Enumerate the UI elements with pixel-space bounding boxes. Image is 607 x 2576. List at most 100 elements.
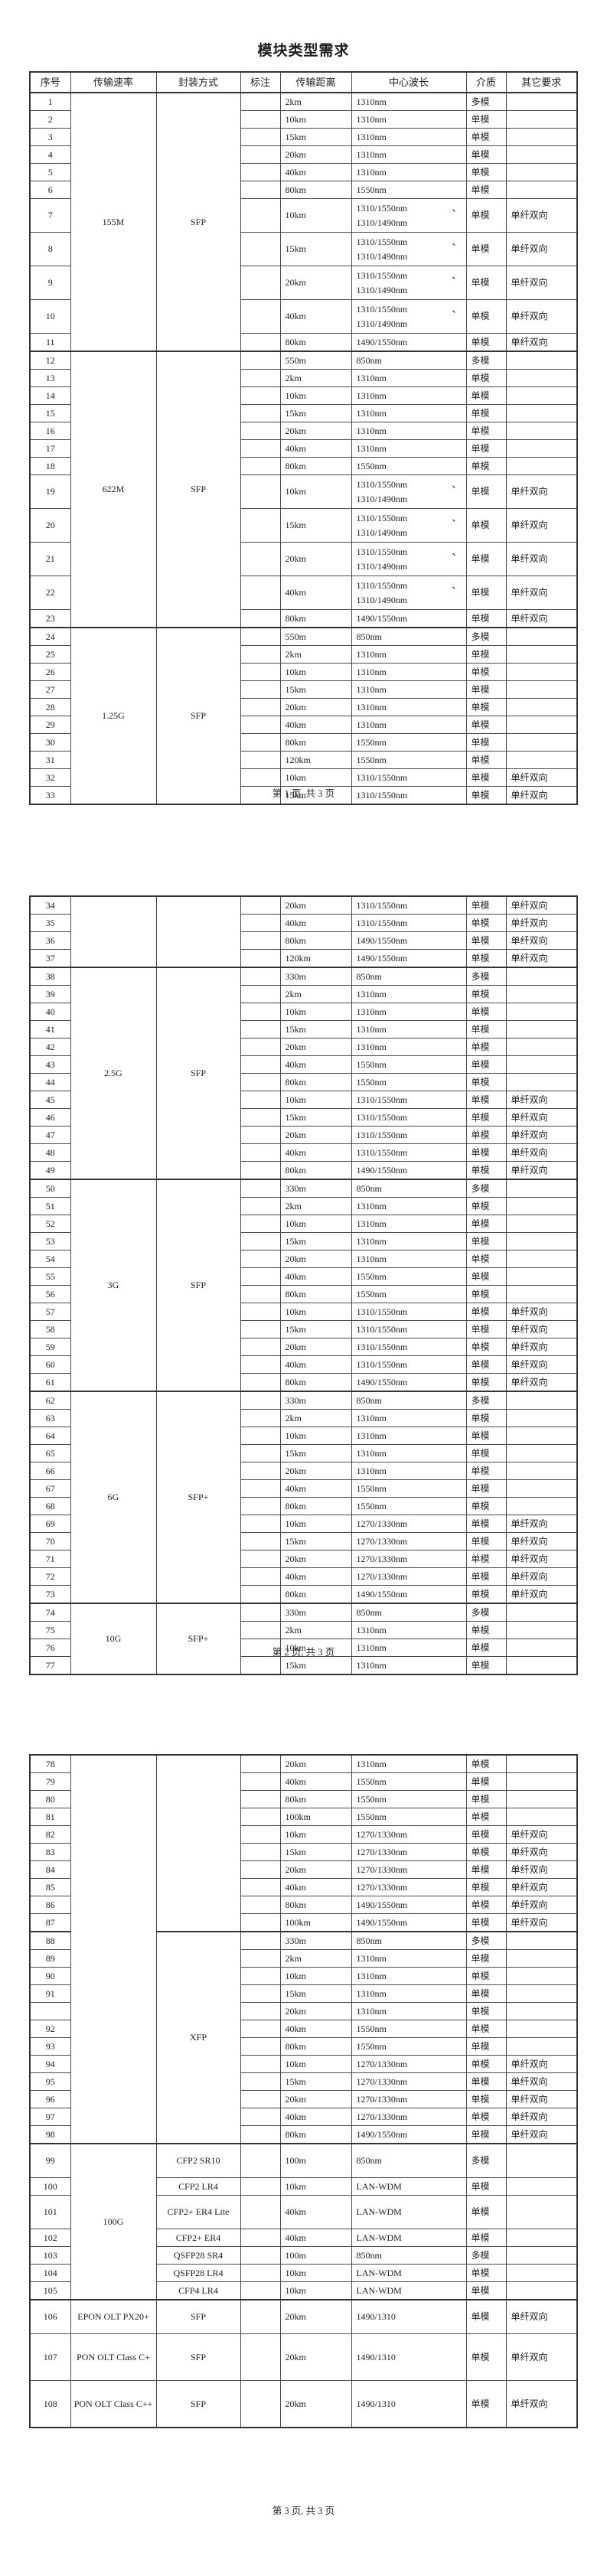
cell-wavelength: 1270/1330nm <box>351 2055 467 2073</box>
cell-distance: 20km <box>279 2299 352 2334</box>
wavelength-separator: 、 <box>452 202 462 214</box>
table-row: 76 10km 1310nm 单模 <box>29 1639 578 1657</box>
cell-note <box>240 1215 281 1233</box>
cell-note <box>240 1427 281 1445</box>
cell-distance: 550m <box>279 627 352 646</box>
cell-requirement: 单纤双向 <box>505 768 578 787</box>
cell-requirement <box>505 422 578 440</box>
table-row: 44 80km 1550nm 单模 <box>29 1073 578 1091</box>
cell-distance: 40km <box>279 1567 352 1586</box>
cell-wavelength: 1310/1550nm、 1310/1490nm <box>351 266 467 300</box>
cell-index: 38 <box>29 967 71 986</box>
cell-index: 4 <box>29 145 71 164</box>
column-header: 传输速率 <box>70 71 157 93</box>
table-row: 74 10G SFP+ 330m 850nm 多模 <box>29 1603 578 1675</box>
table-row: 3 15km 1310nm 单模 <box>29 128 578 146</box>
wavelength-two-line: 1310/1550nm、 1310/1490nm <box>356 303 462 329</box>
cell-wavelength: 1310/1550nm <box>351 914 467 932</box>
cell-wavelength: 1310/1550nm、 1310/1490nm <box>351 542 467 576</box>
cell-distance: 10km <box>279 1003 352 1021</box>
cell-medium: 单模 <box>465 128 507 146</box>
cell-requirement: 单纤双向 <box>505 2333 578 2381</box>
cell-requirement: 单纤双向 <box>505 1825 578 1844</box>
cell-medium: 单模 <box>465 198 507 233</box>
cell-wavelength: 1310nm <box>351 680 467 699</box>
cell-medium: 单模 <box>465 645 507 664</box>
cell-distance: 20km <box>279 2002 352 2020</box>
cell-requirement: 单纤双向 <box>505 1126 578 1144</box>
cell-distance: 40km <box>279 2020 352 2038</box>
cell-requirement <box>505 751 578 769</box>
cell-note <box>240 1108 281 1127</box>
cell-medium: 单模 <box>465 1462 507 1480</box>
table-row: 12 622M SFP 550m 850nm 多模 <box>29 351 578 628</box>
cell-requirement: 单纤双向 <box>505 2090 578 2108</box>
cell-requirement <box>505 2264 578 2282</box>
cell-index: 78 <box>29 1754 71 1773</box>
cell-distance: 20km <box>279 1550 352 1568</box>
cell-medium: 单模 <box>465 386 507 405</box>
cell-wavelength: 1310/1550nm、 1310/1490nm <box>351 299 467 334</box>
cell-index: 92 <box>29 2020 71 2038</box>
cell-wavelength: 1270/1330nm <box>351 1878 467 1896</box>
cell-wavelength: 1310nm <box>351 1754 467 1773</box>
cell-wavelength: 1310nm <box>351 92 467 111</box>
cell-requirement <box>505 404 578 422</box>
table-row: 10 40km 1310/1550nm、 1310/1490nm 单模 单纤双向 <box>29 299 578 334</box>
cell-requirement <box>505 1949 578 1968</box>
cell-note <box>240 1931 281 1950</box>
cell-note <box>240 1355 281 1374</box>
cell-medium: 单模 <box>465 895 507 915</box>
cell-index: 87 <box>29 1913 71 1932</box>
cell-note <box>240 1073 281 1091</box>
cell-distance: 20km <box>279 698 352 716</box>
cell-note <box>240 698 281 716</box>
column-header: 传输距离 <box>279 71 352 93</box>
cell-rate: 155M <box>70 92 157 352</box>
table-row: 57 10km 1310/1550nm 单模 单纤双向 <box>29 1303 578 1321</box>
cell-requirement: 单纤双向 <box>505 1843 578 1861</box>
cell-index: 95 <box>29 2072 71 2091</box>
table-row: 104 QSFP28 LR4 10km LAN-WDM 单模 <box>29 2264 578 2282</box>
cell-wavelength: 1270/1330nm <box>351 1843 467 1861</box>
cell-wavelength: 1310nm <box>351 1250 467 1268</box>
cell-requirement <box>505 645 578 664</box>
cell-distance: 80km <box>279 733 352 752</box>
cell-distance: 10km <box>279 1303 352 1321</box>
cell-note <box>240 163 281 181</box>
column-header: 介质 <box>465 71 507 93</box>
cell-wavelength: 1270/1330nm <box>351 2072 467 2091</box>
cell-medium: 单模 <box>465 110 507 129</box>
cell-medium: 单模 <box>465 2002 507 2020</box>
cell-wavelength: LAN-WDM <box>351 2177 467 2196</box>
cell-distance: 10km <box>279 1091 352 1109</box>
cell-distance: 550m <box>279 351 352 370</box>
cell-medium: 单模 <box>465 1621 507 1639</box>
cell-medium: 单模 <box>465 1808 507 1826</box>
cell-index: 55 <box>29 1267 71 1286</box>
cell-wavelength: 1310nm <box>351 1215 467 1233</box>
cell-wavelength: 1310/1550nm <box>351 1126 467 1144</box>
cell-index: 105 <box>29 2281 71 2300</box>
cell-requirement <box>505 2020 578 2038</box>
table-row: 93 80km 1550nm 单模 <box>29 2037 578 2056</box>
cell-note <box>240 110 281 129</box>
table-row: 18 80km 1550nm 单模 <box>29 457 578 475</box>
cell-wavelength: 1490/1550nm <box>351 1161 467 1180</box>
cell-rate: 2.5G <box>70 967 157 1180</box>
cell-distance: 15km <box>279 128 352 146</box>
cell-distance: 2km <box>279 92 352 111</box>
cell-medium: 单模 <box>465 768 507 787</box>
cell-distance: 80km <box>279 457 352 475</box>
cell-wavelength: 1490/1550nm <box>351 2125 467 2144</box>
cell-package <box>155 1754 241 1932</box>
cell-medium: 单模 <box>465 1003 507 1021</box>
cell-medium: 单模 <box>465 663 507 681</box>
table-row: 86 80km 1490/1550nm 单模 单纤双向 <box>29 1896 578 1914</box>
cell-medium: 多模 <box>465 627 507 646</box>
cell-medium: 多模 <box>465 2246 507 2265</box>
table-row: 55 40km 1550nm 单模 <box>29 1267 578 1286</box>
cell-package: CFP2 LR4 <box>155 2177 241 2196</box>
cell-medium: 单模 <box>465 1427 507 1445</box>
cell-note <box>240 369 281 387</box>
